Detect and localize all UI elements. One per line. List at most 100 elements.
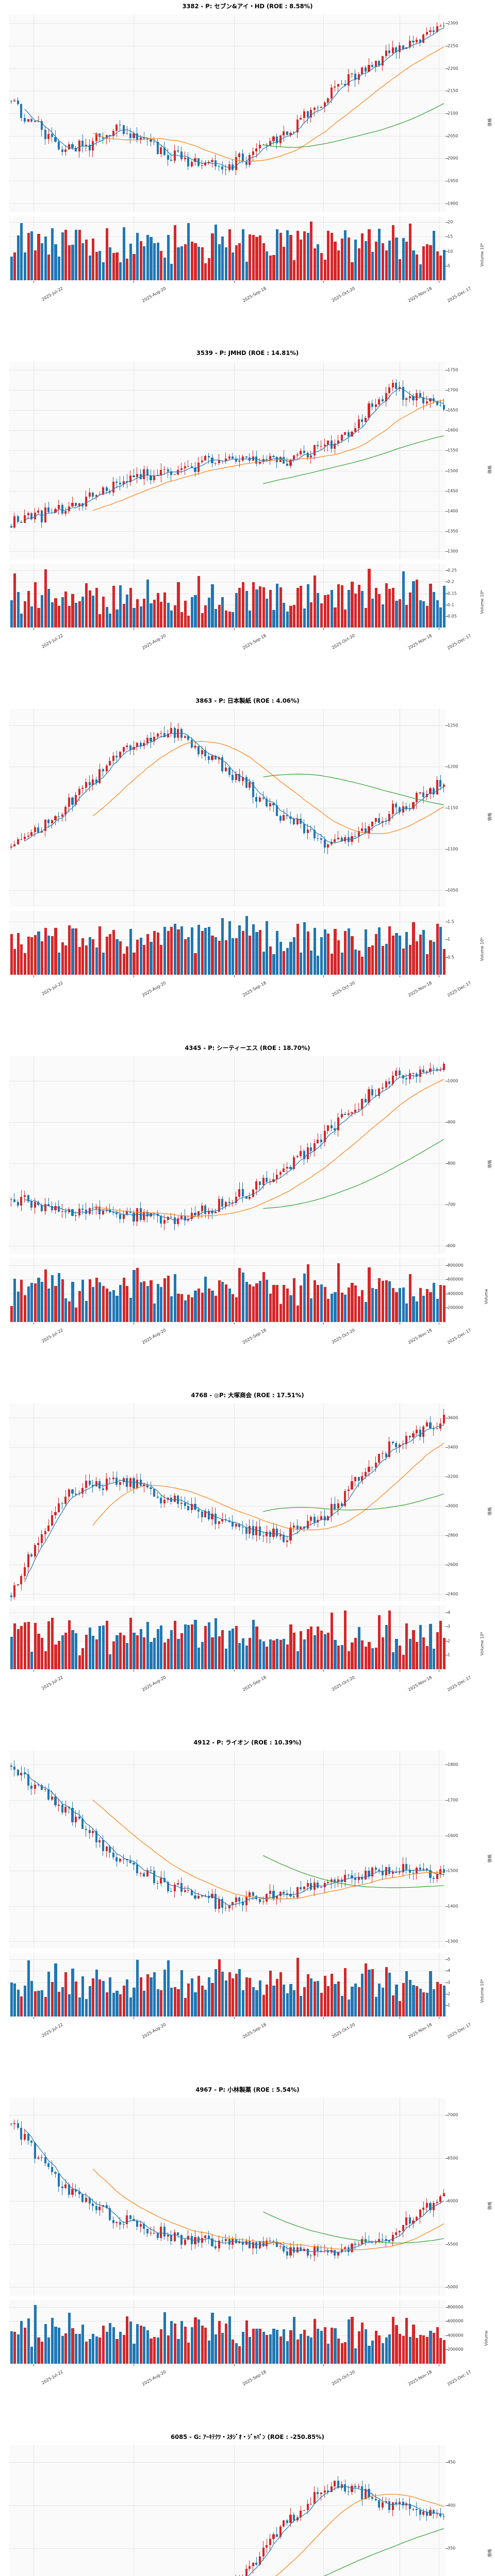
volume-bar xyxy=(81,1280,85,1322)
volume-bar xyxy=(13,1279,16,1322)
volume-bar xyxy=(207,1977,210,2016)
candle-body xyxy=(204,750,207,756)
candle-body xyxy=(258,462,261,464)
volume-bar xyxy=(269,946,272,975)
candle-wick xyxy=(198,1507,199,1518)
volume-bar xyxy=(190,1297,193,1322)
volume-bar xyxy=(116,1635,119,1669)
candle-wick xyxy=(310,2253,311,2259)
candle-body xyxy=(47,507,50,513)
volume-bar xyxy=(201,1641,204,1669)
volume-bar xyxy=(37,1633,40,1669)
price-panel: 1050 1100 1150 1200 1250 xyxy=(9,709,458,907)
price-tick-label: 1750 xyxy=(448,367,458,372)
volume-bar xyxy=(293,260,296,280)
volume-bar xyxy=(126,594,129,628)
volume-bar xyxy=(317,1285,320,1322)
volume-bar xyxy=(289,941,292,975)
candle-wick xyxy=(249,1192,250,1201)
candle-body xyxy=(167,1216,169,1221)
candle-wick xyxy=(324,2244,325,2253)
candle-body xyxy=(241,1902,244,1906)
volume-bar xyxy=(27,1621,30,1669)
volume-bar xyxy=(139,1282,142,1322)
volume-bar xyxy=(330,1613,333,1669)
candle-body xyxy=(283,131,285,135)
candle-body xyxy=(92,1208,94,1209)
candle-body xyxy=(61,1503,63,1504)
candle-body xyxy=(272,1179,275,1182)
volume-bar xyxy=(317,593,320,628)
volume-bar xyxy=(238,587,241,628)
candle-body xyxy=(412,1433,415,1438)
volume-bar xyxy=(218,604,221,628)
volume-bar xyxy=(408,224,411,280)
candle-body xyxy=(303,2248,305,2251)
candle-body xyxy=(293,819,295,824)
volume-bar xyxy=(105,228,108,280)
volume-bar xyxy=(129,929,132,975)
candle-body xyxy=(337,440,340,444)
volume-bar xyxy=(272,2328,275,2364)
candle-body xyxy=(361,1099,364,1109)
candle-body xyxy=(201,1895,203,1896)
volume-bar xyxy=(156,1284,159,1322)
volume-bar xyxy=(235,938,238,975)
chart-title: 3539 - P: JMHD (ROE : 14.81%) xyxy=(196,349,299,357)
candle-body xyxy=(194,158,196,162)
volume-bar xyxy=(167,1275,170,1322)
candle-body xyxy=(51,820,53,823)
volume-axis-label: Volume xyxy=(484,2330,489,2346)
volume-bar xyxy=(419,1288,422,1322)
candle-body xyxy=(378,1870,381,1871)
volume-bar xyxy=(10,257,13,280)
volume-bar xyxy=(402,238,405,280)
price-tickmark xyxy=(446,1447,448,1448)
candle-body xyxy=(255,2242,258,2249)
x-tick-label: 2025-Jul-22 xyxy=(40,980,64,997)
volume-bar xyxy=(368,229,371,280)
candle-body xyxy=(385,1081,387,1088)
candle-body xyxy=(68,797,70,807)
x-tick-label: 2025-Dec-17 xyxy=(447,2022,472,2040)
volume-bar xyxy=(238,925,241,975)
candle-body xyxy=(75,2189,77,2192)
candle-body xyxy=(40,2157,43,2158)
volume-bar xyxy=(371,2341,374,2364)
candle-body xyxy=(306,453,309,457)
candle-body xyxy=(13,2123,16,2125)
volume-bar xyxy=(95,252,98,280)
candle-body xyxy=(95,1831,97,1842)
volume-bar xyxy=(177,247,180,280)
candle-body xyxy=(98,2206,101,2211)
volume-bar xyxy=(388,241,391,280)
candle-body xyxy=(16,1770,19,1775)
candle-body xyxy=(429,398,432,402)
x-tick-label: 2025-Aug-20 xyxy=(141,286,167,303)
volume-gridline xyxy=(9,1626,446,1628)
candle-body xyxy=(133,1478,135,1488)
x-tickmark xyxy=(234,1670,235,1672)
volume-bar xyxy=(136,1960,139,2016)
volume-bar xyxy=(272,255,275,280)
volume-tick-label: 1 xyxy=(448,2003,451,2008)
volume-bar xyxy=(98,926,102,975)
candle-body xyxy=(439,1070,442,1071)
candle-body xyxy=(354,1109,357,1112)
volume-bar xyxy=(173,2323,176,2364)
volume-bar xyxy=(139,938,142,975)
candle-body xyxy=(122,481,125,485)
volume-bar xyxy=(129,587,132,628)
chart-title: 4912 - P: ライオン (ROE : 10.39%) xyxy=(193,1739,302,1746)
volume-bar xyxy=(201,613,204,628)
volume-bar xyxy=(289,234,292,280)
volume-bar xyxy=(150,237,153,280)
volume-bar xyxy=(419,264,422,280)
volume-bar xyxy=(54,1645,57,1669)
candle-wick xyxy=(378,1867,380,1874)
volume-bar xyxy=(252,1987,255,2016)
volume-bar xyxy=(296,1651,299,1669)
volume-bar xyxy=(16,1291,20,1322)
x-gridline xyxy=(323,1403,324,1601)
candle-wick xyxy=(430,398,431,409)
